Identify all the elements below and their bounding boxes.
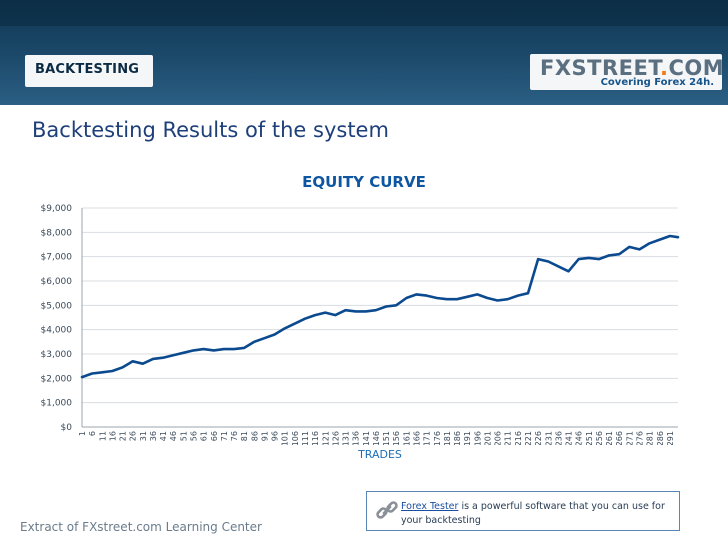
- x-tick-label: 256: [595, 431, 604, 445]
- x-tick-label: 31: [139, 431, 148, 441]
- x-tick-label: 81: [240, 431, 249, 441]
- x-tick-label: 271: [625, 431, 634, 445]
- x-tick-label: 291: [666, 431, 675, 445]
- x-tick-label: 216: [514, 431, 523, 445]
- equity-curve-chart: $0 $1,000 $2,000 $3,000 $4,000 $5,000 $6,000 $7…: [41, 204, 680, 445]
- x-tick-label: 186: [453, 431, 462, 445]
- y-tick-label: $7,000: [41, 253, 73, 263]
- x-tick-label: 281: [646, 431, 655, 445]
- x-tick-label: 66: [210, 431, 219, 441]
- logo-wordmark: FXSTREET.COM: [540, 56, 725, 80]
- x-tick-label: 241: [565, 431, 574, 445]
- y-tick-label: $0: [61, 423, 73, 433]
- x-tick-label: 71: [220, 431, 229, 441]
- chart-title: EQUITY CURVE: [302, 173, 426, 191]
- x-tick-label: 251: [585, 431, 594, 445]
- y-tick-label: $5,000: [41, 301, 73, 311]
- x-tick-label: 141: [362, 431, 371, 445]
- x-tick-label: 181: [443, 431, 452, 445]
- x-tick-label: 46: [169, 431, 178, 441]
- x-tick-label: 211: [504, 431, 513, 445]
- x-tick-label: 21: [119, 431, 128, 441]
- x-tick-label: 261: [605, 431, 614, 445]
- y-tick-label: $4,000: [41, 326, 73, 336]
- x-tick-label: 116: [311, 431, 320, 445]
- x-tick-label: 286: [656, 431, 665, 445]
- chain-link-icon: [376, 501, 398, 519]
- x-tick-label: 171: [423, 431, 432, 445]
- header-bar: BACKTESTING FXSTREET.COM Covering Forex …: [0, 0, 728, 105]
- x-tick-label: 1: [78, 431, 87, 436]
- x-tick-label: 221: [524, 431, 533, 445]
- x-tick-label: 126: [331, 431, 340, 445]
- x-tick-label: 96: [271, 431, 280, 441]
- x-tick-label: 196: [473, 431, 482, 445]
- y-tick-label: $2,000: [41, 374, 73, 384]
- x-tick-label: 16: [108, 431, 117, 441]
- x-tick-label: 246: [575, 431, 584, 445]
- x-tick-label: 176: [433, 431, 442, 445]
- x-tick-label: 11: [98, 431, 107, 441]
- x-tick-label: 226: [534, 431, 543, 445]
- x-tick-label: 101: [281, 431, 290, 445]
- x-tick-label: 156: [392, 431, 401, 445]
- x-tick-label: 136: [352, 431, 361, 445]
- x-tick-label: 86: [250, 431, 259, 441]
- x-tick-label: 191: [463, 431, 472, 445]
- y-tick-label: $1,000: [41, 399, 73, 409]
- x-tick-label: 151: [382, 431, 391, 445]
- x-tick-label: 231: [544, 431, 553, 445]
- x-tick-label: 146: [372, 431, 381, 445]
- x-tick-label: 36: [149, 431, 158, 441]
- x-tick-label: 111: [301, 431, 310, 445]
- x-tick-label: 131: [342, 431, 351, 445]
- x-tick-label: 26: [129, 431, 138, 441]
- x-tick-label: 51: [179, 431, 188, 441]
- x-tick-label: 276: [635, 431, 644, 445]
- x-tick-label: 206: [494, 431, 503, 445]
- header-strip: [0, 0, 728, 26]
- logo-tagline: Covering Forex 24h.: [600, 77, 714, 88]
- x-tick-label: 201: [483, 431, 492, 445]
- equity-line: [80, 234, 680, 379]
- note-body: is a powerful software that you can use …: [401, 501, 665, 526]
- section-label: BACKTESTING: [35, 62, 140, 77]
- y-tick-label: $9,000: [41, 204, 73, 214]
- forex-tester-note: Forex Tester is a powerful software that…: [366, 491, 680, 531]
- x-tick-label: 76: [230, 431, 239, 441]
- x-tick-label: 266: [615, 431, 624, 445]
- x-tick-label: 61: [200, 431, 209, 441]
- footer-credit: Extract of FXstreet.com Learning Center: [20, 520, 262, 534]
- x-axis-label: TRADES: [358, 448, 402, 461]
- note-text: Forex Tester is a powerful software that…: [401, 500, 673, 528]
- x-tick-label: 166: [412, 431, 421, 445]
- y-tick-label: $8,000: [41, 228, 73, 238]
- x-tick-label: 6: [88, 431, 97, 436]
- fxstreet-logo[interactable]: FXSTREET.COM Covering Forex 24h.: [530, 54, 725, 90]
- forex-tester-link[interactable]: Forex Tester: [401, 501, 459, 512]
- x-tick-label: 236: [554, 431, 563, 445]
- x-tick-label: 106: [291, 431, 300, 445]
- page-title: Backtesting Results of the system: [32, 118, 389, 142]
- x-tick-label: 41: [159, 431, 168, 441]
- x-tick-label: 56: [189, 431, 198, 441]
- y-tick-label: $6,000: [41, 277, 73, 287]
- x-tick-label: 121: [321, 431, 330, 445]
- y-tick-label: $3,000: [41, 350, 73, 360]
- x-tick-label: 91: [260, 431, 269, 441]
- x-tick-label: 161: [402, 431, 411, 445]
- section-tag: BACKTESTING: [25, 55, 153, 87]
